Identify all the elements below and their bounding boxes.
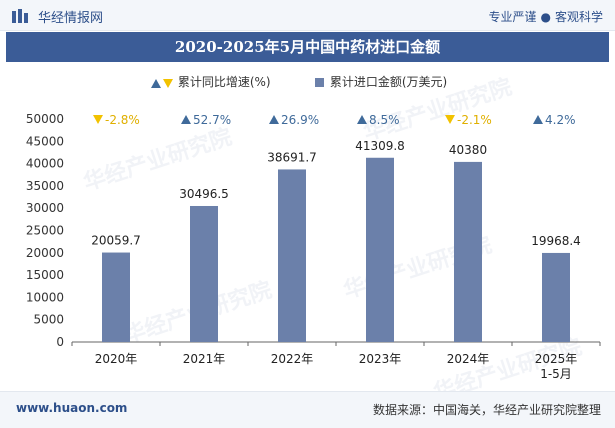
slogan: 专业严谨 ● 客观科学 <box>488 8 603 25</box>
growth-down-icon <box>93 115 103 124</box>
y-tick-label: 35000 <box>26 179 64 193</box>
growth-label: 4.2% <box>545 113 576 127</box>
header-bar: 华经情报网 专业严谨 ● 客观科学 <box>0 0 615 31</box>
legend-amount-label: 累计进口金额(万美元) <box>329 75 448 89</box>
bar-value-label: 30496.5 <box>179 187 229 201</box>
bar <box>366 157 394 342</box>
legend-amount-icon <box>315 77 324 87</box>
growth-up-icon <box>533 115 543 124</box>
growth-label: 26.9% <box>281 113 319 127</box>
x-tick-label: 2024年 <box>447 352 490 366</box>
legend-growth-label: 累计同比增速(%) <box>177 75 271 89</box>
y-tick-label: 50000 <box>26 112 64 126</box>
brand-name: 华经情报网 <box>38 11 104 26</box>
growth-up-icon <box>181 115 191 124</box>
growth-down-icon <box>445 115 455 124</box>
slogan-right: 客观科学 <box>554 10 603 24</box>
growth-up-icon <box>269 115 279 124</box>
bar <box>454 161 482 342</box>
legend-amount: 累计进口金额(万美元) <box>314 73 447 90</box>
bar <box>278 169 306 342</box>
bar-value-label: 19968.4 <box>531 234 581 248</box>
bar-value-label: 40380 <box>449 143 487 157</box>
footer-bar: www.huaon.com 数据来源：中国海关，华经产业研究院整理 <box>0 391 615 428</box>
y-tick-label: 5000 <box>33 313 64 327</box>
bar-value-label: 38691.7 <box>267 150 317 164</box>
y-tick-label: 20000 <box>26 246 64 260</box>
growth-label: 52.7% <box>193 113 231 127</box>
legend-growth: 累计同比增速(%) <box>150 73 271 90</box>
bar <box>542 252 570 342</box>
y-tick-label: 15000 <box>26 268 64 282</box>
y-tick-label: 30000 <box>26 201 64 215</box>
logo-icon <box>12 9 28 23</box>
y-tick-label: 40000 <box>26 157 64 171</box>
bar-value-label: 41309.8 <box>355 139 405 153</box>
y-tick-label: 10000 <box>26 290 64 304</box>
x-tick-label: 2025年 <box>535 352 578 366</box>
site-url: www.huaon.com <box>16 401 128 415</box>
y-tick-label: 25000 <box>26 224 64 238</box>
legend-growth-icon <box>151 78 173 88</box>
y-tick-label: 0 <box>56 335 64 349</box>
growth-label: -2.8% <box>105 113 140 127</box>
growth-up-icon <box>357 115 367 124</box>
x-tick-label: 2021年 <box>183 352 226 366</box>
bar <box>102 252 130 342</box>
x-tick-label: 1-5月 <box>540 367 572 381</box>
x-tick-label: 2023年 <box>359 352 402 366</box>
x-tick-label: 2020年 <box>95 352 138 366</box>
x-tick-label: 2022年 <box>271 352 314 366</box>
data-source: 数据来源：中国海关，华经产业研究院整理 <box>372 403 601 417</box>
legend: 累计同比增速(%) 累计进口金额(万美元) <box>0 71 615 91</box>
chart-title: 2020-2025年5月中国中药材进口金额 <box>6 32 609 62</box>
bar-chart: 0 5000 10000 15000 20000 25000 30000 35000 40000… <box>26 112 601 381</box>
slogan-dot: ● <box>540 10 551 24</box>
growth-label: -2.1% <box>457 113 492 127</box>
y-tick-label: 45000 <box>26 134 64 148</box>
bar <box>190 205 218 342</box>
bar-value-label: 20059.7 <box>91 234 141 248</box>
growth-label: 8.5% <box>369 113 400 127</box>
slogan-left: 专业严谨 <box>488 10 537 24</box>
